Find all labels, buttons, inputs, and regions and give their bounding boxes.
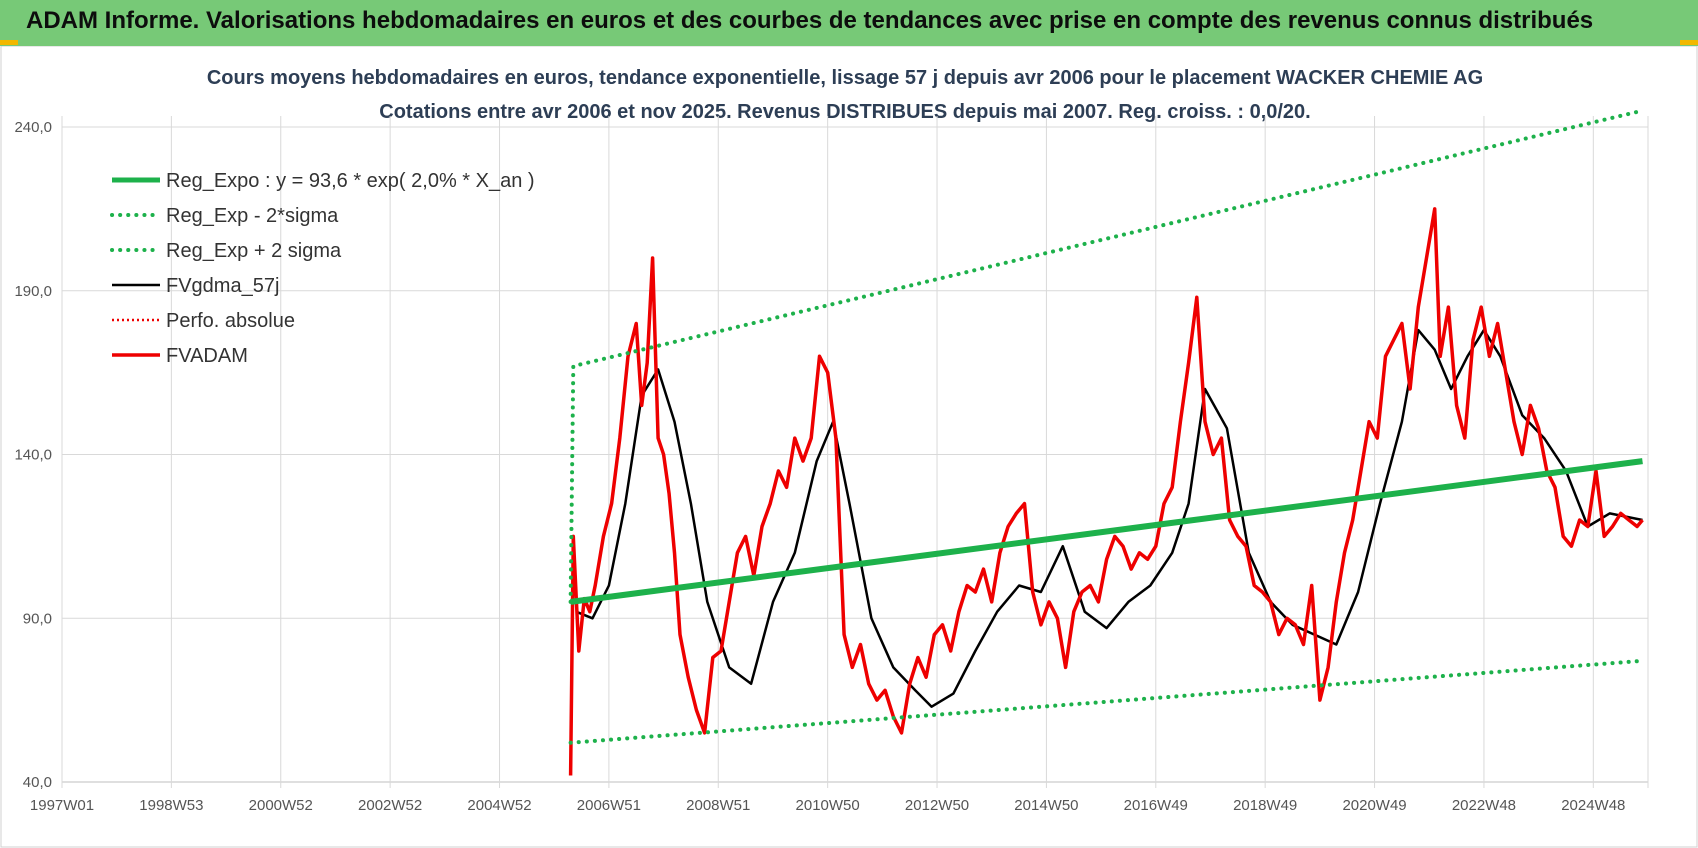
x-tick-label: 2014W50 [1014, 797, 1078, 814]
legend-item-perfo-absolue: Perfo. absolue [112, 310, 295, 332]
legend-item-reg-expo: Reg_Expo : y = 93,6 * exp( 2,0% * X_an ) [112, 170, 535, 192]
x-tick-label: 2018W49 [1233, 797, 1297, 814]
x-tick-label: 2024W48 [1561, 797, 1625, 814]
y-tick-label: 140,0 [14, 447, 52, 464]
legend-item-fvgdma: FVgdma_57j [112, 275, 279, 297]
legend-label: Perfo. absolue [166, 310, 295, 332]
legend: Reg_Expo : y = 93,6 * exp( 2,0% * X_an )… [110, 170, 535, 367]
legend-item-reg-exp-plus: Reg_Exp + 2 sigma [110, 240, 342, 262]
y-tick-label: 240,0 [14, 119, 52, 136]
y-tick-label: 90,0 [23, 610, 52, 627]
chart-frame [0, 46, 1698, 848]
banner-corner-left [0, 40, 18, 45]
legend-label: FVADAM [166, 345, 248, 367]
x-tick-label: 2008W51 [686, 797, 750, 814]
report-title: ADAM Informe. Valorisations hebdomadaire… [26, 7, 1594, 34]
banner-corner-right [1680, 40, 1698, 45]
legend-item-fvadam: FVADAM [112, 345, 248, 367]
x-tick-label: 2010W50 [796, 797, 860, 814]
legend-label: Reg_Exp + 2 sigma [166, 240, 342, 262]
axis-labels: 240,0 190,0 140,0 90,0 40,0 1997W01 1998W53 200… [14, 119, 1625, 814]
legend-label: Reg_Expo : y = 93,6 * exp( 2,0% * X_an ) [166, 170, 535, 192]
gridlines [61, 116, 1649, 788]
reg-exp-plus-2sigma-line [568, 108, 1645, 604]
legend-label: FVgdma_57j [166, 275, 279, 297]
legend-label: Reg_Exp - 2*sigma [166, 205, 339, 227]
reg-expo-line [570, 458, 1643, 605]
x-tick-label: 1997W01 [30, 797, 94, 814]
chart-title: Cours moyens hebdomadaires en euros, ten… [207, 67, 1483, 89]
y-tick-label: 190,0 [14, 283, 52, 300]
legend-item-reg-exp-minus: Reg_Exp - 2*sigma [110, 205, 339, 227]
y-tick-label: 40,0 [23, 774, 52, 791]
x-tick-label: 2004W52 [467, 797, 531, 814]
x-tick-label: 2000W52 [249, 797, 313, 814]
x-tick-label: 2006W51 [577, 797, 641, 814]
report-banner [0, 0, 1698, 46]
x-tick-label: 2012W50 [905, 797, 969, 814]
reg-exp-minus-2sigma-line [568, 658, 1645, 745]
x-tick-label: 1998W53 [139, 797, 203, 814]
x-tick-label: 2002W52 [358, 797, 422, 814]
x-tick-label: 2016W49 [1124, 797, 1188, 814]
data-series [568, 108, 1645, 776]
chart-subtitle: Cotations entre avr 2006 et nov 2025. Re… [379, 101, 1310, 123]
x-tick-label: 2020W49 [1342, 797, 1406, 814]
x-tick-label: 2022W48 [1452, 797, 1516, 814]
fvadam-line [568, 207, 1644, 776]
trend-chart: Cours moyens hebdomadaires en euros, ten… [0, 46, 1698, 848]
